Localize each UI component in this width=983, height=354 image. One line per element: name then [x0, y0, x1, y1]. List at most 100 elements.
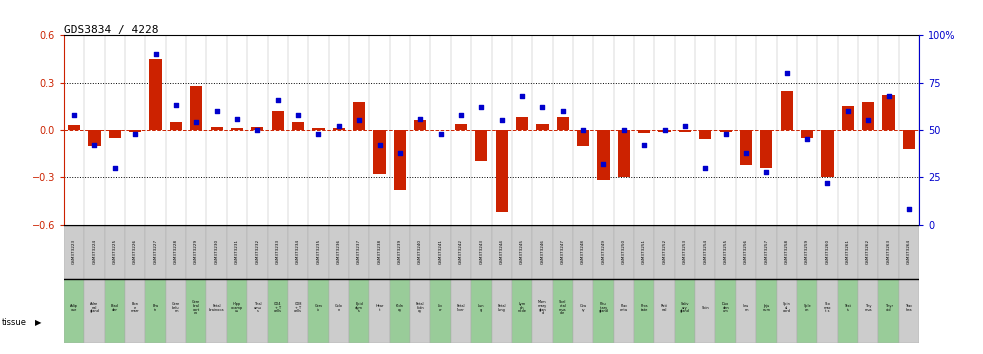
Text: GSM373253: GSM373253 [683, 239, 687, 264]
Bar [898, 224, 919, 279]
Bar [879, 224, 898, 279]
Text: Trac
hea: Trac hea [905, 304, 912, 312]
Text: GSM373223: GSM373223 [72, 239, 76, 264]
Bar [231, 129, 243, 130]
Bar [822, 130, 834, 177]
Bar [389, 224, 410, 279]
Text: GSM373237: GSM373237 [357, 239, 361, 264]
Bar [756, 279, 777, 343]
Bar [332, 129, 345, 130]
Bar [227, 279, 247, 343]
Bar [288, 279, 309, 343]
Bar [313, 129, 324, 130]
Text: GSM373236: GSM373236 [337, 239, 341, 264]
Point [168, 103, 184, 108]
Text: Bra
in: Bra in [152, 304, 158, 312]
Text: GSM373248: GSM373248 [581, 239, 585, 264]
Bar [292, 122, 304, 130]
Bar [451, 279, 471, 343]
Bar [883, 95, 895, 130]
Bar [858, 35, 879, 224]
Bar [88, 130, 100, 146]
Bar [674, 35, 695, 224]
Point [229, 116, 245, 121]
Point [208, 108, 224, 114]
Text: GSM373252: GSM373252 [663, 239, 666, 264]
Bar [797, 279, 817, 343]
Bar [104, 224, 125, 279]
Text: GSM373264: GSM373264 [907, 239, 911, 264]
Text: Plac
enta: Plac enta [620, 304, 628, 312]
Bar [206, 279, 227, 343]
Bar [777, 279, 797, 343]
Point [820, 180, 836, 186]
Text: Liv
er: Liv er [438, 304, 443, 312]
Bar [166, 279, 186, 343]
Text: GSM373238: GSM373238 [377, 239, 381, 264]
Text: Duo
den
um: Duo den um [723, 302, 729, 313]
Bar [410, 35, 431, 224]
Bar [410, 279, 431, 343]
Bar [170, 122, 182, 130]
Text: Saliv
ary
gland: Saliv ary gland [680, 302, 690, 313]
Bar [838, 279, 858, 343]
Text: GSM373242: GSM373242 [459, 239, 463, 264]
Bar [862, 102, 874, 130]
Bar [756, 35, 777, 224]
Text: GSM373255: GSM373255 [723, 239, 727, 264]
Text: Lun
g: Lun g [478, 304, 485, 312]
Text: GSM373257: GSM373257 [765, 239, 769, 264]
Bar [556, 117, 569, 130]
Bar [634, 279, 655, 343]
Bar [858, 224, 879, 279]
Bar [145, 224, 166, 279]
Text: GSM373225: GSM373225 [113, 239, 117, 264]
Bar [695, 35, 716, 224]
Text: tissue: tissue [2, 318, 27, 327]
Text: Thal
amu
s: Thal amu s [254, 302, 261, 313]
Text: Fetal
brainoca: Fetal brainoca [208, 304, 224, 312]
Text: GSM373235: GSM373235 [317, 239, 320, 264]
Point [127, 131, 144, 137]
Bar [797, 35, 817, 224]
Bar [247, 224, 267, 279]
Text: Ova
ry: Ova ry [580, 304, 587, 312]
Text: GSM373245: GSM373245 [520, 239, 524, 264]
Text: Hear
t: Hear t [376, 304, 383, 312]
Bar [349, 35, 370, 224]
Bar [104, 35, 125, 224]
Bar [349, 279, 370, 343]
Text: GSM373239: GSM373239 [398, 239, 402, 264]
Text: Lym
ph
node: Lym ph node [518, 302, 527, 313]
Point [87, 142, 102, 148]
Bar [655, 279, 674, 343]
Bar [552, 279, 573, 343]
Bar [512, 279, 532, 343]
Bar [328, 224, 349, 279]
Text: Cerv
ix: Cerv ix [315, 304, 322, 312]
Bar [512, 35, 532, 224]
Point [311, 131, 326, 137]
Text: CD8
+ T
cells: CD8 + T cells [294, 302, 302, 313]
Text: GSM373241: GSM373241 [438, 239, 442, 264]
Bar [410, 224, 431, 279]
Bar [104, 279, 125, 343]
Text: GSM373256: GSM373256 [744, 239, 748, 264]
Bar [594, 35, 613, 224]
Bar [777, 224, 797, 279]
Bar [801, 130, 813, 138]
Bar [537, 124, 549, 130]
Bar [760, 130, 773, 168]
Bar [699, 130, 712, 139]
Point [839, 108, 855, 114]
Bar [552, 224, 573, 279]
Bar [64, 279, 85, 343]
Text: GSM373263: GSM373263 [887, 239, 891, 264]
Bar [674, 224, 695, 279]
Text: GSM373259: GSM373259 [805, 239, 809, 264]
Bar [617, 130, 630, 177]
Bar [451, 224, 471, 279]
Bar [879, 35, 898, 224]
Text: GSM373230: GSM373230 [214, 239, 218, 264]
Point [474, 104, 490, 110]
